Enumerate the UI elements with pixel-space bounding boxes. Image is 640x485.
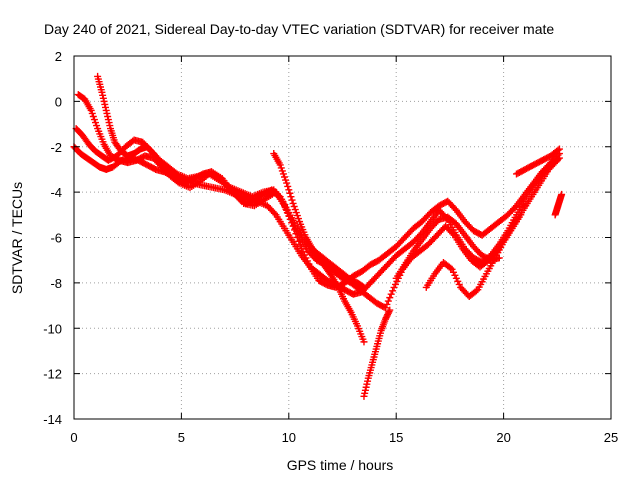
y-tick-label: 0 bbox=[55, 94, 62, 109]
data-points-layer bbox=[70, 72, 566, 400]
data-point bbox=[555, 145, 563, 153]
x-tick-label: 5 bbox=[178, 430, 185, 445]
y-axis-title: SDTVAR / TECUs bbox=[9, 182, 25, 294]
data-point bbox=[554, 146, 562, 154]
data-point bbox=[286, 189, 294, 197]
x-tick-label: 25 bbox=[604, 430, 618, 445]
data-point bbox=[558, 190, 566, 198]
y-tick-label: -10 bbox=[43, 321, 62, 336]
data-point bbox=[360, 283, 368, 291]
y-tick-label: -14 bbox=[43, 412, 62, 427]
data-point bbox=[275, 192, 283, 200]
x-tick-label: 15 bbox=[389, 430, 403, 445]
ticks-layer bbox=[73, 55, 612, 420]
x-tick-label: 20 bbox=[496, 430, 510, 445]
data-series bbox=[392, 213, 503, 282]
data-point bbox=[285, 186, 293, 194]
x-tick-label: 0 bbox=[70, 430, 77, 445]
data-point bbox=[447, 264, 455, 272]
data-point bbox=[381, 304, 389, 312]
y-tick-label: -8 bbox=[50, 276, 62, 291]
data-point bbox=[284, 182, 292, 190]
data-point bbox=[359, 283, 367, 291]
data-point bbox=[296, 241, 304, 249]
data-series bbox=[512, 145, 563, 178]
chart-title: Day 240 of 2021, Sidereal Day-to-day VTE… bbox=[44, 21, 554, 37]
data-point bbox=[287, 193, 295, 201]
y-tick-label: -4 bbox=[50, 185, 62, 200]
data-point bbox=[389, 287, 397, 295]
data-point bbox=[386, 306, 394, 314]
y-tick-label: 2 bbox=[55, 49, 62, 64]
data-point bbox=[270, 209, 278, 217]
data-point bbox=[360, 338, 368, 346]
data-point bbox=[387, 290, 395, 298]
data-point bbox=[385, 308, 393, 316]
data-series bbox=[551, 190, 566, 219]
data-point bbox=[288, 196, 296, 204]
data-point bbox=[383, 300, 391, 308]
tick-labels-layer: 0 5 10 15 20 25 -14 -12 -10 -8 -6 -4 -2 0 2 bbox=[43, 49, 618, 445]
data-point bbox=[295, 237, 303, 245]
y-tick-label: -6 bbox=[50, 231, 62, 246]
data-point bbox=[472, 287, 480, 295]
y-tick-label: -2 bbox=[50, 140, 62, 155]
data-point bbox=[517, 211, 525, 219]
x-tick-label: 10 bbox=[282, 430, 296, 445]
data-series bbox=[70, 143, 563, 298]
grid-layer bbox=[74, 56, 611, 419]
data-series bbox=[94, 72, 368, 291]
data-point bbox=[283, 179, 291, 187]
data-point bbox=[384, 297, 392, 305]
data-series bbox=[360, 306, 394, 400]
x-axis-title: GPS time / hours bbox=[287, 457, 394, 473]
data-series bbox=[422, 211, 525, 300]
y-tick-label: -12 bbox=[43, 367, 62, 382]
data-series bbox=[270, 150, 368, 346]
data-point bbox=[386, 294, 394, 302]
data-point bbox=[449, 230, 457, 238]
